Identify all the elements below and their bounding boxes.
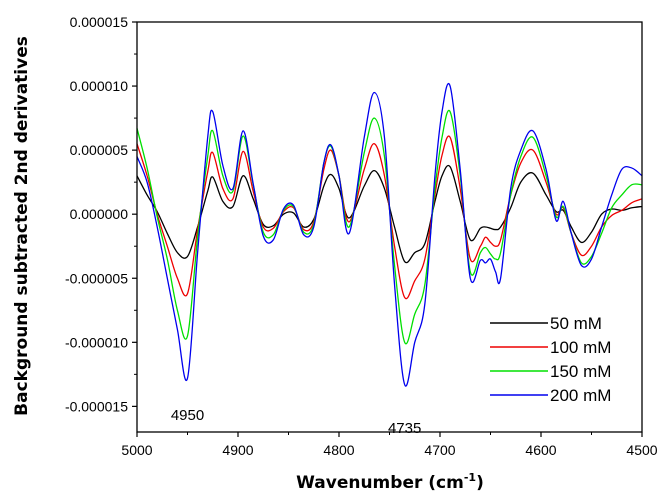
y-tick-label: 0.000005 xyxy=(70,142,129,158)
legend-label: 200 mM xyxy=(550,386,611,405)
y-tick-label: 0.000000 xyxy=(70,206,129,222)
y-axis-ticks: 0.000015 0.000010 0.000005 0.000000 -0.00000… xyxy=(65,14,137,414)
x-axis-title: Wavenumber (cm-1) xyxy=(296,471,484,493)
x-tick-label: 4600 xyxy=(525,442,556,458)
y-tick-label: 0.000010 xyxy=(70,78,129,94)
x-axis-ticks: 5000 4900 4800 4700 4600 4500 xyxy=(121,432,658,458)
legend: 50 mM 100 mM 150 mM 200 mM xyxy=(490,314,611,405)
peak-label: 4735 xyxy=(388,420,421,437)
peak-label: 4950 xyxy=(171,407,204,424)
y-tick-label: -0.000010 xyxy=(65,334,128,350)
y-tick-label: -0.000015 xyxy=(65,398,128,414)
series-line-200-mm xyxy=(136,83,643,387)
legend-label: 50 mM xyxy=(550,314,602,333)
series-line-150-mm xyxy=(136,109,643,345)
series-line-100-mm xyxy=(136,135,643,300)
y-tick-label: -0.000005 xyxy=(65,270,128,286)
x-tick-label: 4700 xyxy=(424,442,455,458)
legend-label: 150 mM xyxy=(550,362,611,381)
series-line-50-mm xyxy=(136,164,643,264)
y-axis-title: Background subtracted 2nd derivatives xyxy=(12,36,32,416)
y-tick-label: 0.000015 xyxy=(70,14,129,30)
legend-label: 100 mM xyxy=(550,338,611,357)
x-tick-label: 5000 xyxy=(121,442,152,458)
x-tick-label: 4500 xyxy=(626,442,657,458)
peak-annotations: 4950 4735 xyxy=(171,407,422,437)
plot-lines xyxy=(136,83,643,387)
x-tick-label: 4800 xyxy=(323,442,354,458)
x-tick-label: 4900 xyxy=(222,442,253,458)
